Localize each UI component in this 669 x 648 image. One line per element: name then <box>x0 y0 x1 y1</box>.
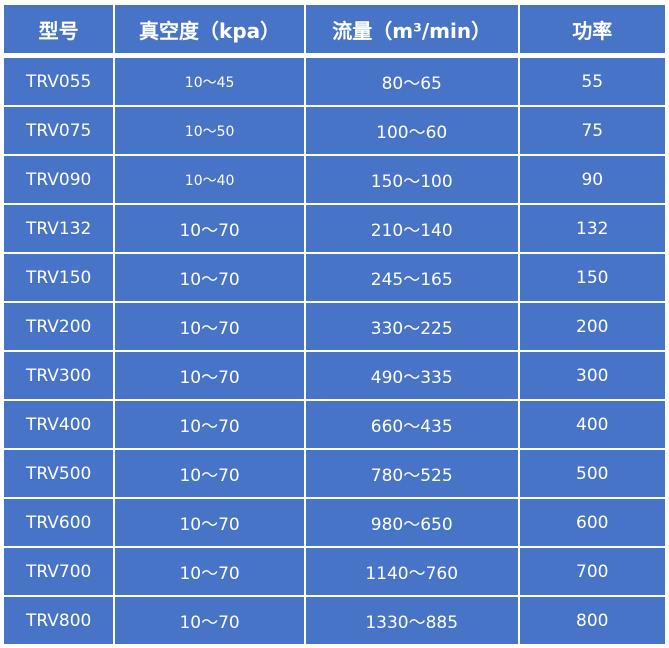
spec-table: 型号 真空度（kpa） 流量（m³/min） 功率 TRV055 10～45 80～… <box>4 5 665 646</box>
header-power: 功率 <box>517 5 665 58</box>
power-cell: 700 <box>517 546 665 597</box>
table-row: TRV150 10～70 245～165 150 <box>4 252 665 303</box>
model-cell: TRV300 <box>4 350 116 401</box>
header-flow: 流量（m³/min） <box>303 5 520 58</box>
flow-cell: 1140～760 <box>303 546 520 597</box>
flow-cell: 780～525 <box>303 448 520 499</box>
power-cell: 132 <box>517 203 665 254</box>
power-cell: 500 <box>517 448 665 499</box>
vacuum-cell: 10～70 <box>113 595 306 646</box>
model-cell: TRV600 <box>4 497 116 548</box>
model-cell: TRV700 <box>4 546 116 597</box>
table-row: TRV800 10～70 1330～885 800 <box>4 595 665 646</box>
vacuum-cell: 10～70 <box>113 497 306 548</box>
power-cell: 55 <box>517 54 665 107</box>
model-cell: TRV800 <box>4 595 116 646</box>
model-cell: TRV090 <box>4 154 116 205</box>
vacuum-cell: 10～50 <box>113 105 306 156</box>
flow-cell: 330～225 <box>303 301 520 352</box>
model-cell: TRV075 <box>4 105 116 156</box>
header-vacuum: 真空度（kpa） <box>113 5 306 58</box>
vacuum-cell: 10～70 <box>113 546 306 597</box>
table-row: TRV075 10～50 100～60 75 <box>4 105 665 156</box>
table-row: TRV055 10～45 80～65 55 <box>4 54 665 107</box>
power-cell: 200 <box>517 301 665 352</box>
power-cell: 400 <box>517 399 665 450</box>
power-cell: 90 <box>517 154 665 205</box>
flow-cell: 210～140 <box>303 203 520 254</box>
vacuum-cell: 10～45 <box>113 54 306 107</box>
model-cell: TRV500 <box>4 448 116 499</box>
power-cell: 800 <box>517 595 665 646</box>
vacuum-cell: 10～70 <box>113 448 306 499</box>
table-row: TRV400 10～70 660～435 400 <box>4 399 665 450</box>
vacuum-cell: 10～70 <box>113 252 306 303</box>
vacuum-cell: 10～70 <box>113 203 306 254</box>
model-cell: TRV150 <box>4 252 116 303</box>
power-cell: 300 <box>517 350 665 401</box>
power-cell: 75 <box>517 105 665 156</box>
vacuum-cell: 10～70 <box>113 350 306 401</box>
flow-cell: 1330～885 <box>303 595 520 646</box>
model-cell: TRV055 <box>4 54 116 107</box>
power-cell: 600 <box>517 497 665 548</box>
power-cell: 150 <box>517 252 665 303</box>
header-row: 型号 真空度（kpa） 流量（m³/min） 功率 <box>4 5 665 58</box>
table-row: TRV200 10～70 330～225 200 <box>4 301 665 352</box>
model-cell: TRV200 <box>4 301 116 352</box>
table-row: TRV700 10～70 1140～760 700 <box>4 546 665 597</box>
flow-cell: 980～650 <box>303 497 520 548</box>
model-cell: TRV132 <box>4 203 116 254</box>
flow-cell: 490～335 <box>303 350 520 401</box>
vacuum-cell: 10～70 <box>113 399 306 450</box>
flow-cell: 150～100 <box>303 154 520 205</box>
model-cell: TRV400 <box>4 399 116 450</box>
table-row: TRV300 10～70 490～335 300 <box>4 350 665 401</box>
header-model: 型号 <box>4 5 116 58</box>
flow-cell: 100～60 <box>303 105 520 156</box>
vacuum-cell: 10～40 <box>113 154 306 205</box>
flow-cell: 245～165 <box>303 252 520 303</box>
vacuum-cell: 10～70 <box>113 301 306 352</box>
flow-cell: 80～65 <box>303 54 520 107</box>
table-row: TRV600 10～70 980～650 600 <box>4 497 665 548</box>
table-row: TRV090 10～40 150～100 90 <box>4 154 665 205</box>
table-row: TRV132 10～70 210～140 132 <box>4 203 665 254</box>
flow-cell: 660～435 <box>303 399 520 450</box>
table-row: TRV500 10～70 780～525 500 <box>4 448 665 499</box>
